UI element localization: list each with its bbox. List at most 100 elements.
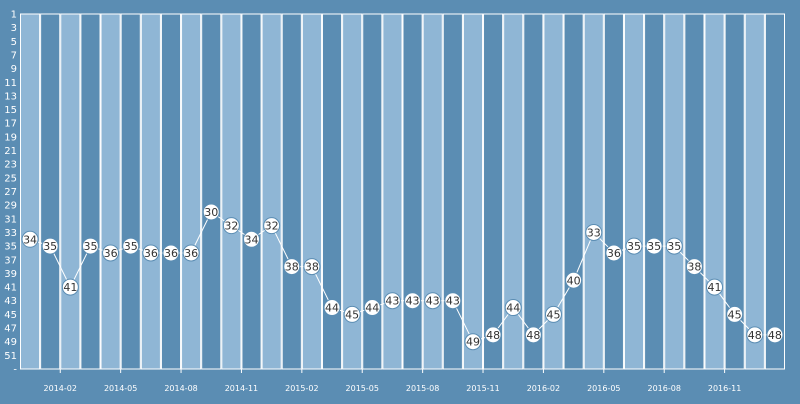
data-point-2015-05[interactable]: 44 [363,299,381,317]
column-band-2013-12 [20,13,41,370]
column-band-2015-02 [301,13,322,370]
x-tick-label-2015-05: 2015-05 [346,384,379,393]
data-label: 33 [587,226,601,239]
data-label: 41 [708,281,722,294]
data-label: 34 [245,233,259,246]
data-label: 45 [546,308,560,321]
data-point-2016-07[interactable]: 35 [645,237,663,255]
x-tick-label-2014-08: 2014-08 [164,384,197,393]
column-band-2016-11 [724,13,745,370]
data-label: 44 [325,302,339,315]
column-band-2014-03 [80,13,101,370]
data-point-2014-04[interactable]: 36 [102,244,120,262]
y-tick-label: 25 [4,173,17,184]
data-point-2016-11[interactable]: 45 [726,305,744,323]
data-marker [363,299,381,317]
data-point-2014-06[interactable]: 36 [142,244,160,262]
y-tick-label: 33 [4,228,17,239]
data-point-2015-01[interactable]: 38 [283,258,301,276]
y-tick-label: 47 [4,324,17,335]
column-band-2014-05 [120,13,141,370]
y-tick-label: 37 [4,255,17,266]
data-point-2015-10[interactable]: 49 [464,333,482,351]
column-band-2015-11 [483,13,504,370]
y-tick-label: 39 [4,269,17,280]
data-point-2014-05[interactable]: 35 [122,237,140,255]
x-tick-label-2016-08: 2016-08 [647,384,680,393]
data-point-2014-02[interactable]: 41 [61,278,79,296]
data-point-2015-11[interactable]: 48 [484,326,502,344]
data-point-2016-06[interactable]: 35 [625,237,643,255]
data-point-2014-08[interactable]: 36 [182,244,200,262]
column-band-2016-05 [603,13,624,370]
y-tick-label: 35 [4,242,17,253]
data-marker [303,258,321,276]
column-band-2014-02 [60,13,81,370]
data-label: 35 [124,240,138,253]
data-point-2015-12[interactable]: 44 [504,299,522,317]
data-point-2015-09[interactable]: 43 [444,292,462,310]
data-point-2016-08[interactable]: 35 [665,237,683,255]
data-marker [484,326,502,344]
data-point-2016-09[interactable]: 38 [685,258,703,276]
data-point-2016-02[interactable]: 45 [544,305,562,323]
y-tick-label: 1 [11,10,17,21]
data-label: 35 [647,240,661,253]
data-point-2014-10[interactable]: 32 [222,217,240,235]
y-tick-label: 31 [4,214,17,225]
data-marker [182,244,200,262]
data-point-2016-01[interactable]: 48 [524,326,542,344]
data-point-2014-03[interactable]: 35 [81,237,99,255]
y-tick-label: 19 [4,132,17,143]
column-band-2015-07 [402,13,423,370]
data-label: 48 [526,329,540,342]
data-marker [202,203,220,221]
data-point-2014-12[interactable]: 32 [263,217,281,235]
data-point-2015-06[interactable]: 43 [383,292,401,310]
column-band-2015-10 [462,13,484,370]
data-point-2014-11[interactable]: 34 [243,230,261,248]
data-point-2016-10[interactable]: 41 [706,278,724,296]
data-point-2014-07[interactable]: 36 [162,244,180,262]
y-tick-label: 3 [11,23,17,34]
data-label: 40 [567,274,581,287]
data-point-2015-03[interactable]: 44 [323,299,341,317]
data-point-2016-03[interactable]: 40 [565,271,583,289]
y-tick-label: 27 [4,187,17,198]
data-point-2015-02[interactable]: 38 [303,258,321,276]
column-band-2016-04 [583,13,604,370]
column-band-2014-04 [100,13,121,370]
data-label: 36 [104,247,118,260]
column-band-2017-01 [764,13,785,370]
y-tick-label: 43 [4,296,17,307]
data-point-2015-08[interactable]: 43 [424,292,442,310]
data-point-2015-07[interactable]: 43 [404,292,422,310]
data-marker [565,271,583,289]
column-band-2015-03 [321,13,343,370]
data-point-2013-12[interactable]: 34 [21,230,39,248]
data-point-2014-01[interactable]: 35 [41,237,59,255]
data-point-2016-04[interactable]: 33 [585,223,603,241]
y-tick-label: 15 [4,105,17,116]
data-label: 36 [184,247,198,260]
data-marker [61,278,79,296]
data-point-2015-04[interactable]: 45 [343,305,361,323]
y-axis: 1357911131517192123252729313335373941434… [4,10,17,376]
data-marker [162,244,180,262]
data-marker [343,305,361,323]
y-tick-label: 11 [4,78,17,89]
data-label: 32 [224,220,238,233]
data-point-2017-01[interactable]: 48 [766,326,784,344]
data-point-2014-09[interactable]: 30 [202,203,220,221]
data-marker [404,292,422,310]
data-marker [645,237,663,255]
data-marker [122,237,140,255]
data-marker [424,292,442,310]
data-point-2016-12[interactable]: 48 [746,326,764,344]
column-band-2016-10 [704,13,725,370]
data-point-2016-05[interactable]: 36 [605,244,623,262]
data-marker [21,230,39,248]
data-label: 44 [506,302,520,315]
data-label: 36 [164,247,178,260]
